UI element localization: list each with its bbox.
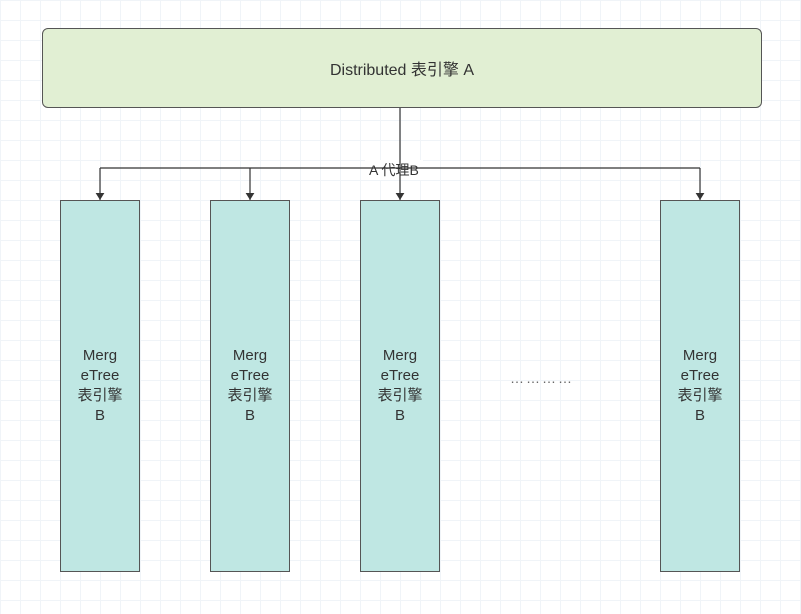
child-node-0: Merg eTree 表引擎 B [60,200,140,572]
child-node-2: Merg eTree 表引擎 B [360,200,440,572]
ellipsis: ………… [510,370,574,386]
child-label: Merg eTree 表引擎 B [677,346,722,427]
root-label: Distributed 表引擎 A [330,56,474,80]
root-node: Distributed 表引擎 A [42,28,762,108]
edge-label-text: A 代理B [369,162,419,178]
ellipsis-text: ………… [510,370,574,386]
child-label: Merg eTree 表引擎 B [377,346,422,427]
edge-label: A 代理B [365,160,423,180]
child-node-3: Merg eTree 表引擎 B [660,200,740,572]
child-node-1: Merg eTree 表引擎 B [210,200,290,572]
child-label: Merg eTree 表引擎 B [77,346,122,427]
child-label: Merg eTree 表引擎 B [227,346,272,427]
